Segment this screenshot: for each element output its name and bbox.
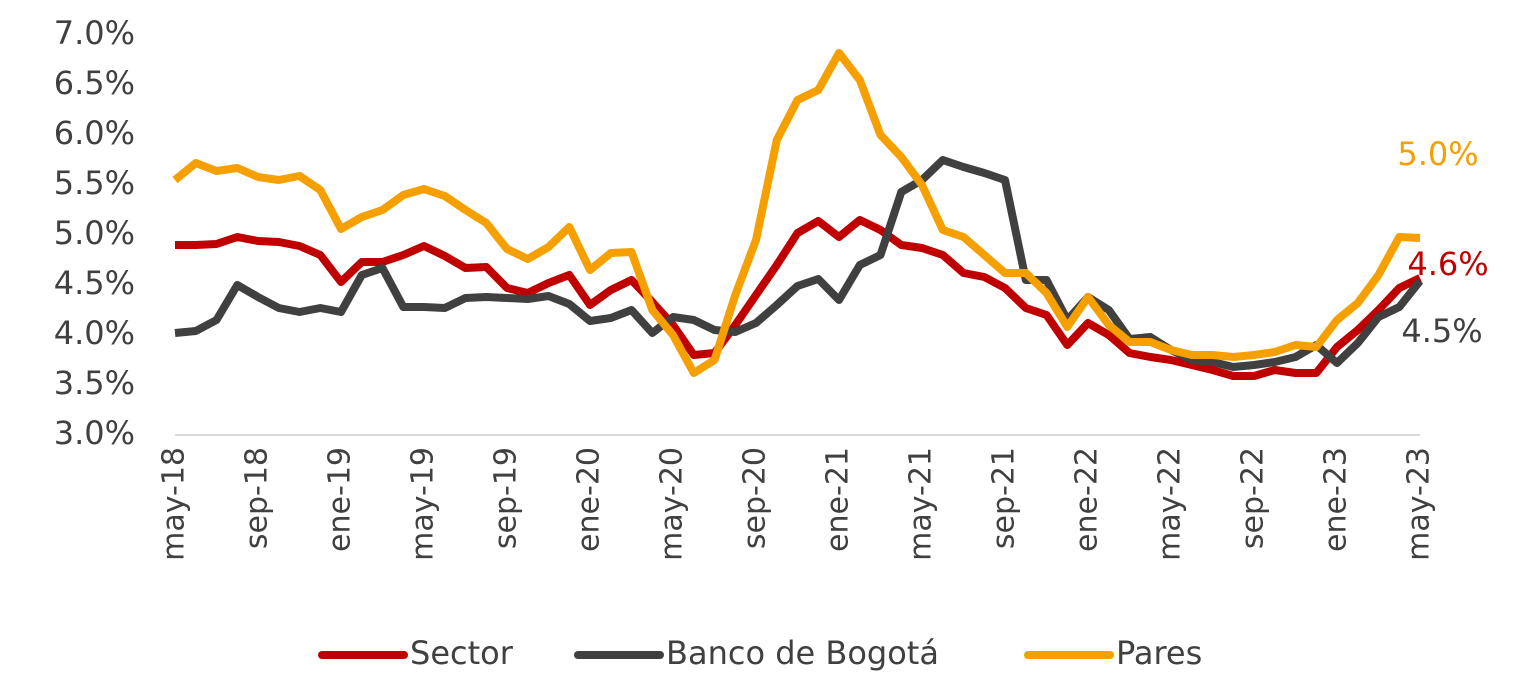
x-tick-label: may-23 [1402, 447, 1437, 561]
x-tick-label: ene-19 [323, 447, 358, 552]
data-label: 5.0% [1397, 135, 1478, 173]
series-line [175, 216, 1422, 380]
x-tick-label: sep-20 [738, 447, 773, 549]
x-tick-label: may-18 [157, 447, 192, 561]
y-tick-label: 3.0% [54, 414, 135, 452]
x-tick-label: sep-19 [489, 447, 524, 549]
x-tick-label: ene-22 [1070, 447, 1105, 552]
y-tick-label: 3.5% [54, 364, 135, 402]
y-tick-label: 5.5% [54, 164, 135, 202]
y-tick-label: 4.0% [54, 314, 135, 352]
y-tick-label: 5.0% [54, 214, 135, 252]
x-tick-label: ene-21 [821, 447, 856, 552]
series-line [172, 49, 1421, 377]
x-tick-label: sep-21 [987, 447, 1022, 549]
x-tick-label: may-21 [904, 447, 939, 561]
x-tick-label: ene-20 [572, 447, 607, 552]
legend-label: Banco de Bogotá [666, 634, 939, 672]
legend-label: Sector [410, 634, 514, 672]
y-tick-label: 6.5% [54, 64, 135, 102]
legend-label: Pares [1116, 634, 1202, 672]
data-label: 4.6% [1407, 245, 1488, 283]
y-tick-label: 4.5% [54, 264, 135, 302]
x-tick-label: may-20 [655, 447, 690, 561]
series-line [174, 156, 1424, 371]
x-tick-label: may-19 [406, 447, 441, 561]
y-tick-label: 7.0% [54, 14, 135, 52]
y-tick-label: 6.0% [54, 114, 135, 152]
data-label: 4.5% [1401, 312, 1482, 350]
x-tick-label: ene-23 [1319, 447, 1354, 552]
x-tick-label: sep-22 [1236, 447, 1271, 549]
x-tick-label: may-22 [1153, 447, 1188, 561]
x-tick-label: sep-18 [240, 447, 275, 549]
